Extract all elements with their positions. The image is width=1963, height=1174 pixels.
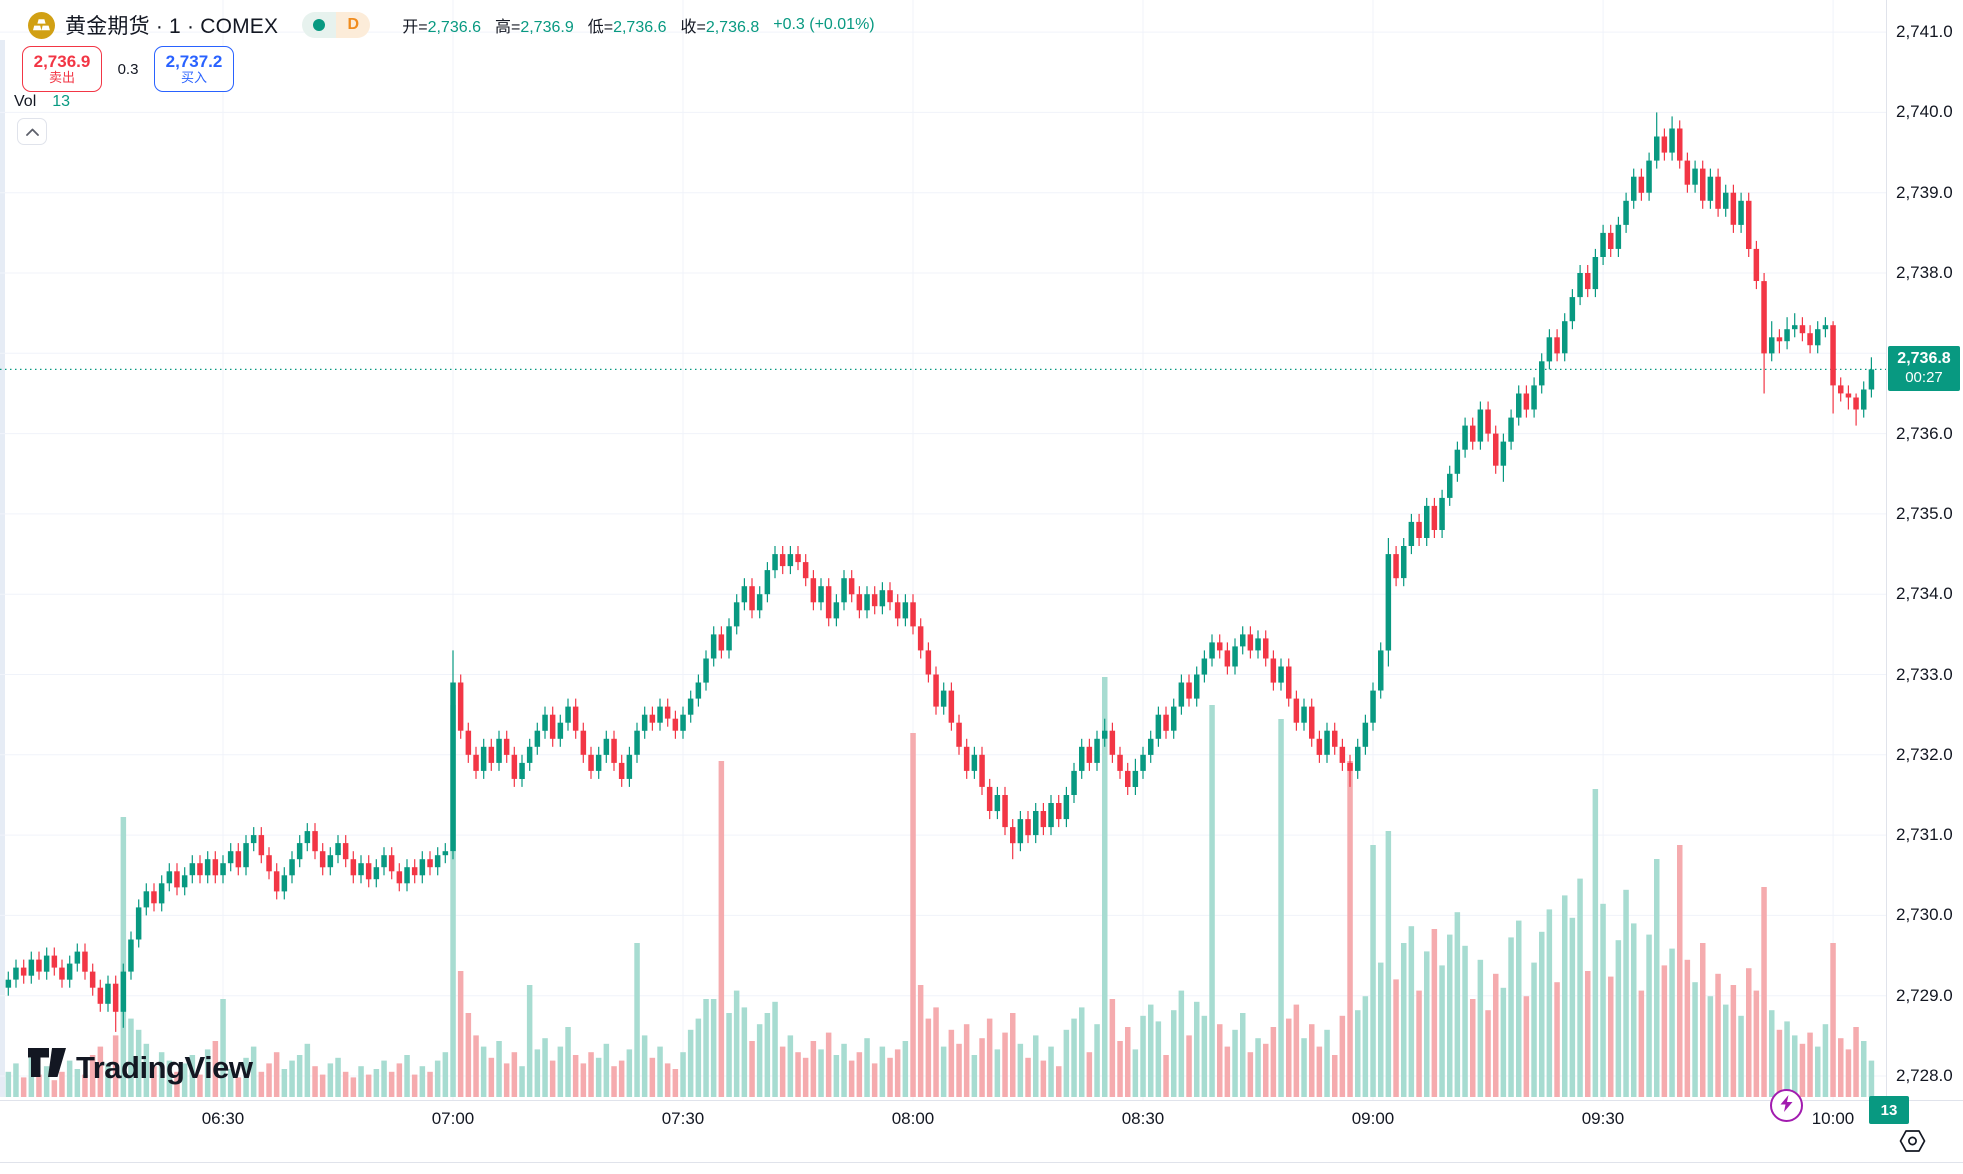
close-label: 收= — [680, 19, 706, 36]
open-value: 2,736.6 — [427, 19, 481, 36]
time-tick-label: 09:00 — [1351, 1109, 1395, 1128]
spread-value: 0.3 — [117, 60, 139, 78]
time-tick-label: 09:30 — [1581, 1109, 1625, 1128]
interval-badge[interactable]: D — [336, 12, 371, 38]
time-tick-label: 08:00 — [891, 1109, 935, 1128]
chevron-up-icon — [25, 123, 39, 141]
time-tick-label: 10:00 — [1811, 1109, 1855, 1128]
current-volume-badge: 13 — [1869, 1096, 1909, 1124]
price-tick-label: 2,731.0 — [1896, 825, 1953, 844]
price-tick-label: 2,733.0 — [1896, 665, 1953, 684]
low-value: 2,736.6 — [613, 19, 667, 36]
sell-price: 2,736.9 — [33, 51, 91, 71]
interval-status-pill[interactable]: D — [302, 12, 371, 38]
tradingview-logo-icon — [28, 1048, 66, 1087]
bar-countdown: 00:27 — [1905, 369, 1943, 386]
tradingview-logo[interactable]: TradingView — [28, 1048, 253, 1087]
sell-button[interactable]: 2,736.9 卖出 — [22, 46, 102, 92]
current-price-value: 2,736.8 — [1897, 350, 1951, 367]
instant-order-button[interactable] — [1770, 1089, 1803, 1122]
price-axis[interactable]: 2,741.02,740.02,739.02,738.02,737.02,736… — [1886, 0, 1963, 1100]
buy-button[interactable]: 2,737.2 买入 — [154, 46, 234, 92]
buy-label: 买入 — [180, 70, 207, 86]
volume-indicator-label: Vol — [14, 93, 37, 110]
time-axis-settings-icon[interactable] — [1899, 1129, 1926, 1158]
symbol-title[interactable]: 黄金期货 · 1 · COMEX — [65, 15, 279, 38]
sell-label: 卖出 — [48, 70, 75, 86]
collapse-panel-button[interactable] — [17, 118, 47, 145]
price-tick-label: 2,732.0 — [1896, 745, 1953, 764]
bottom-border — [0, 1162, 1963, 1174]
tradingview-logo-text: TradingView — [76, 1049, 253, 1085]
close-value: 2,736.8 — [705, 19, 760, 36]
time-tick-label: 06:30 — [201, 1109, 245, 1128]
change-value: +0.3 (+0.01%) — [773, 16, 875, 33]
market-status-segment — [302, 12, 337, 38]
low-label: 低= — [587, 19, 614, 36]
price-tick-label: 2,734.0 — [1896, 584, 1953, 603]
price-tick-label: 2,739.0 — [1896, 183, 1953, 202]
current-price-badge: 2,736.8 00:27 — [1888, 346, 1960, 391]
high-label: 高= — [494, 19, 521, 36]
buy-price: 2,737.2 — [165, 51, 223, 71]
gold-bars-icon — [28, 11, 55, 39]
price-tick-label: 2,730.0 — [1896, 905, 1953, 924]
high-value: 2,736.9 — [520, 19, 574, 36]
price-tick-label: 2,735.0 — [1896, 504, 1953, 523]
open-label: 开= — [402, 19, 428, 36]
time-tick-label: 08:30 — [1121, 1109, 1165, 1128]
market-open-dot-icon — [313, 19, 326, 31]
price-tick-label: 2,741.0 — [1896, 22, 1953, 41]
volume-indicator-value: 13 — [52, 93, 71, 110]
time-tick-label: 07:30 — [661, 1109, 705, 1128]
lightning-icon — [1779, 1094, 1794, 1117]
price-tick-label: 2,729.0 — [1896, 986, 1953, 1005]
trade-panel: 2,736.9 卖出 0.3 2,737.2 买入 — [22, 46, 234, 92]
price-tick-label: 2,736.0 — [1896, 424, 1953, 443]
time-tick-label: 07:00 — [431, 1109, 475, 1128]
time-axis[interactable]: 06:30 07:00 07:30 08:00 08:30 09:00 09:30 10:00 — [0, 1100, 1963, 1162]
price-tick-label: 2,738.0 — [1896, 263, 1953, 282]
ohlc-readout: 开=2,736.6 高=2,736.9 低=2,736.6 收=2,736.8 … — [402, 13, 874, 37]
price-tick-label: 2,728.0 — [1896, 1066, 1953, 1085]
price-tick-label: 2,740.0 — [1896, 102, 1953, 121]
volume-indicator-legend: Vol 13 — [14, 93, 70, 111]
